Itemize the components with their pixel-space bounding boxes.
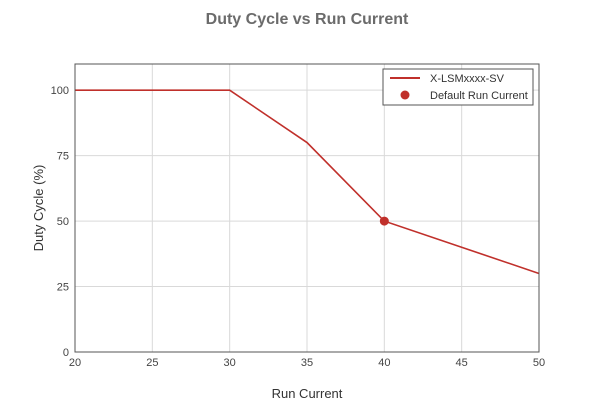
x-tick-label: 50: [533, 357, 545, 369]
legend-label-marker: Default Run Current: [430, 90, 528, 102]
y-tick-label: 25: [57, 282, 69, 294]
legend: X-LSMxxxx-SV Default Run Current: [382, 68, 534, 106]
y-tick-label: 100: [51, 85, 69, 97]
grid: [74, 64, 540, 353]
legend-marker-swatch: [400, 90, 410, 100]
plot-frame: [74, 63, 540, 353]
x-tick-label: 45: [456, 357, 468, 369]
y-tick-label: 0: [63, 347, 69, 359]
y-axis-label: Duty Cycle (%): [31, 165, 46, 252]
legend-box: [382, 68, 534, 106]
series-line: [75, 89, 540, 275]
x-tick-label: 20: [69, 357, 81, 369]
x-tick-label: 25: [146, 357, 158, 369]
series: [75, 89, 540, 275]
legend-label-series: X-LSMxxxx-SV: [430, 73, 505, 85]
y-tick-label: 50: [57, 216, 69, 228]
y-tick-label: 75: [57, 151, 69, 163]
default-run-current-point: [379, 216, 389, 226]
x-axis-label: Run Current: [272, 386, 343, 401]
chart-title: Duty Cycle vs Run Current: [206, 11, 409, 28]
tick-labels: 20 25 30 35 40 45 50 0 25 50 75 100: [51, 85, 545, 369]
x-tick-label: 30: [224, 357, 236, 369]
x-tick-label: 40: [378, 357, 390, 369]
x-tick-label: 35: [301, 357, 313, 369]
